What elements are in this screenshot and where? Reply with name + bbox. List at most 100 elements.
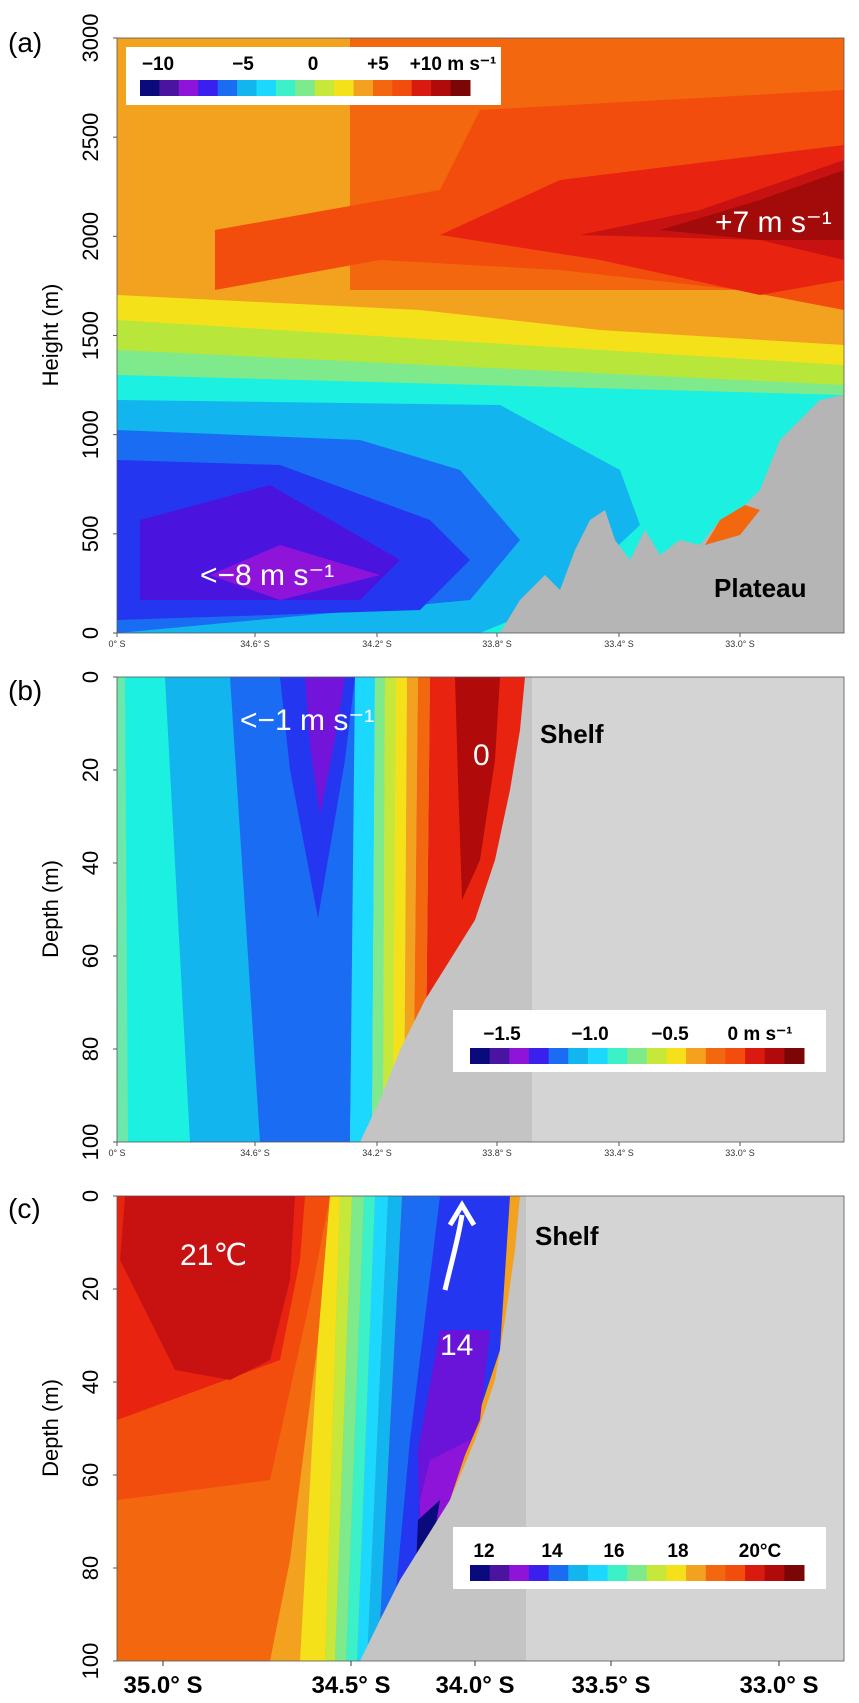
colorbar-a: −10 −5 0 +5 +10 m s⁻¹ xyxy=(126,47,501,105)
c-band-green xyxy=(335,1196,364,1661)
c-band-yellow xyxy=(300,1196,340,1661)
colorbar-swatch-a xyxy=(217,80,238,96)
colorbar-swatch-c xyxy=(509,1565,530,1581)
panel-c-label: (c) xyxy=(8,1193,41,1224)
y-tick-label-c: 100 xyxy=(78,1643,103,1680)
colorbar-swatch-a xyxy=(256,80,277,96)
colorbar-swatch-c xyxy=(646,1565,667,1581)
x-tick-label-c: 34.5° S xyxy=(312,1672,391,1699)
y-tick-label-a: 0 xyxy=(78,627,103,639)
y-tick-label-a: 500 xyxy=(78,515,103,552)
y-tick-label-a: 1500 xyxy=(78,311,103,360)
x-tick-label-a: 34.2° S xyxy=(362,639,392,649)
x-tick-label-b: 34.6° S xyxy=(240,1148,270,1158)
colorbar-swatch-c xyxy=(489,1565,510,1581)
b-band-cyan2 xyxy=(350,677,375,1142)
colorbar-c: 12 14 16 18 20°C xyxy=(453,1527,826,1589)
y-tick-label-b: 40 xyxy=(78,851,103,875)
b-band-darkred xyxy=(455,677,500,900)
x-tick-label-b: 34.2° S xyxy=(362,1148,392,1158)
y-axis-label-a: Height (m) xyxy=(38,284,63,387)
annotation-zero: 0 xyxy=(473,739,490,772)
colorbar-swatch-a xyxy=(334,80,355,96)
annotation-warm: 21℃ xyxy=(180,1239,247,1272)
colorbar-label-a: −10 xyxy=(142,54,174,75)
colorbar-swatch-b xyxy=(528,1048,550,1064)
colorbar-swatch-c xyxy=(528,1565,550,1581)
y-tick-label-b: 100 xyxy=(78,1124,103,1161)
colorbar-swatch-a xyxy=(140,80,160,96)
b-band-lime xyxy=(383,677,396,1142)
colorbar-swatch-a xyxy=(450,80,471,96)
colorbar-swatch-c xyxy=(470,1565,491,1581)
colorbar-swatch-c xyxy=(568,1565,589,1581)
colorbar-swatch-a xyxy=(431,80,452,96)
y-tick-label-b: 80 xyxy=(78,1037,103,1061)
a-orange-patch xyxy=(705,505,760,545)
y-tick-label-c: 0 xyxy=(78,1190,103,1202)
x-tick-label-b: 0° S xyxy=(108,1148,125,1158)
colorbar-swatch-b xyxy=(646,1048,667,1064)
a-band-violet xyxy=(210,545,380,600)
colorbar-swatch-b xyxy=(489,1048,510,1064)
colorbar-swatch-a xyxy=(198,80,219,96)
c-band-teal xyxy=(346,1196,375,1661)
x-tick-label-c: 34.0° S xyxy=(436,1672,515,1699)
colorbar-label-c: 16 xyxy=(603,1541,624,1562)
annotation-shelf-b: Shelf xyxy=(540,719,604,749)
colorbar-swatch-a xyxy=(314,80,335,96)
c-shelf-light xyxy=(526,1196,844,1661)
x-ticks-b: 0° S 34.6° S 34.2° S 33.8° S 33.4° S 33.0° S xyxy=(108,1142,755,1158)
annotation-cold: 14 xyxy=(440,1329,473,1362)
y-axis-label-c: Depth (m) xyxy=(38,1379,63,1477)
y-ticks-c: 0 20 40 60 80 100 xyxy=(78,1190,117,1679)
annotation-current-min: <−1 m s⁻¹ xyxy=(240,704,374,737)
y-tick-label-b: 20 xyxy=(78,758,103,782)
x-ticks-a: 0° S 34.6° S 34.2° S 33.8° S 33.4° S 33.0° S xyxy=(108,633,755,649)
colorbar-swatch-c xyxy=(705,1565,726,1581)
x-ticks-c: 35.0° S 34.5° S 34.0° S 33.5° S 33.0° S xyxy=(124,1661,818,1699)
colorbar-label-b: −1.0 xyxy=(571,1024,609,1045)
b-band-green2 xyxy=(372,677,385,1142)
y-tick-label-a: 3000 xyxy=(78,14,103,63)
c-band-blue xyxy=(378,1196,440,1661)
colorbar-label-c: 12 xyxy=(473,1541,494,1562)
y-tick-label-b: 60 xyxy=(78,944,103,968)
annotation-min-wind: <−8 m s⁻¹ xyxy=(200,559,334,592)
colorbar-label-a: 0 xyxy=(308,54,319,75)
colorbar-swatch-b xyxy=(745,1048,766,1064)
c-band-lightblue xyxy=(367,1196,402,1661)
colorbar-swatch-c xyxy=(666,1565,687,1581)
colorbar-swatch-c xyxy=(725,1565,746,1581)
y-tick-label-c: 20 xyxy=(78,1277,103,1301)
c-band-darkred xyxy=(120,1196,295,1380)
colorbar-label-a: +5 xyxy=(367,54,389,75)
colorbar-swatch-b xyxy=(509,1048,530,1064)
b-band-amber xyxy=(404,677,418,1142)
colorbar-swatch-b xyxy=(666,1048,687,1064)
colorbar-swatch-b xyxy=(784,1048,805,1064)
x-tick-label-c: 35.0° S xyxy=(124,1672,203,1699)
colorbar-swatch-c xyxy=(745,1565,766,1581)
colorbar-swatch-c xyxy=(548,1565,569,1581)
x-tick-label-a: 33.4° S xyxy=(604,639,634,649)
colorbar-swatch-a xyxy=(237,80,257,96)
upwelling-arrow xyxy=(442,1214,465,1291)
x-tick-label-b: 33.4° S xyxy=(604,1148,634,1158)
colorbar-swatch-c xyxy=(607,1565,628,1581)
colorbar-swatch-b xyxy=(705,1048,726,1064)
colorbar-label-c: 20°C xyxy=(739,1541,782,1562)
annotation-shelf-c: Shelf xyxy=(535,1221,599,1251)
colorbar-label-b: 0 m s⁻¹ xyxy=(728,1024,793,1045)
colorbar-swatch-c xyxy=(686,1565,707,1581)
x-tick-label-a: 34.6° S xyxy=(240,639,270,649)
colorbar-label-a: −5 xyxy=(232,54,254,75)
colorbar-swatch-c xyxy=(627,1565,648,1581)
colorbar-swatch-a xyxy=(392,80,413,96)
x-tick-label-b: 33.0° S xyxy=(725,1148,755,1158)
colorbar-swatch-a xyxy=(178,80,199,96)
y-tick-label-c: 80 xyxy=(78,1556,103,1580)
x-tick-label-a: 33.0° S xyxy=(725,639,755,649)
annotation-max-wind: +7 m s⁻¹ xyxy=(715,206,832,239)
